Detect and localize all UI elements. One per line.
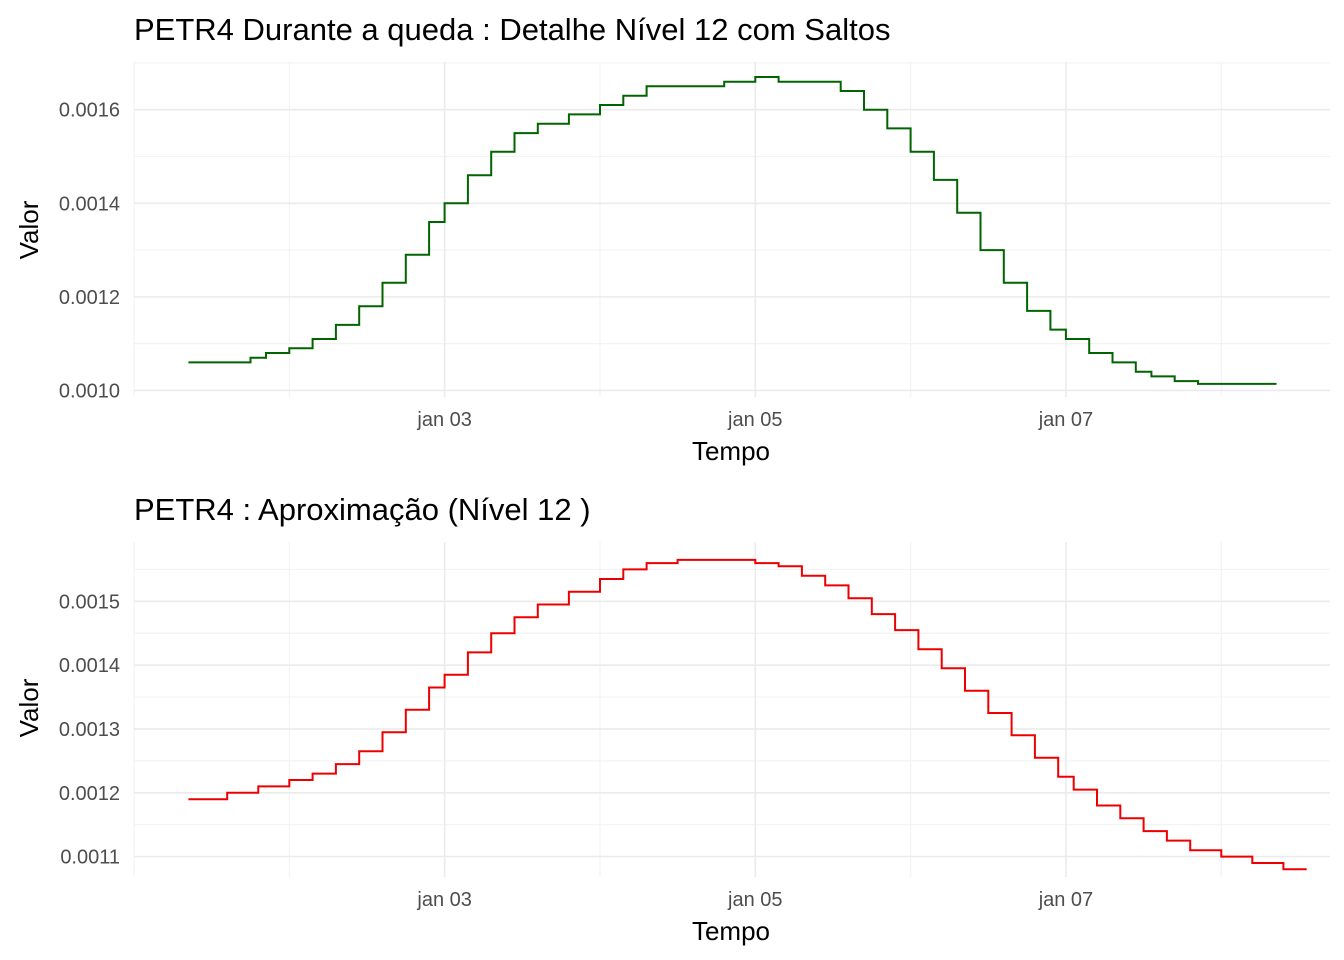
y-tick-label: 0.0014: [59, 193, 120, 215]
chart-panel-detalhe: PETR4 Durante a queda : Detalhe Nível 12…: [14, 12, 1330, 466]
grid-lines: [133, 542, 1330, 877]
x-tick-labels: jan 03 jan 05 jan 07: [416, 889, 1093, 911]
grid-lines: [133, 62, 1330, 397]
y-tick-label: 0.0011: [60, 847, 120, 869]
series-line: [188, 558, 1307, 871]
x-axis-label: Tempo: [692, 916, 770, 946]
y-tick-label: 0.0013: [59, 719, 120, 741]
y-tick-labels: 0.0010 0.0012 0.0014 0.0016: [59, 100, 120, 403]
x-axis-label: Tempo: [692, 436, 770, 466]
y-tick-label: 0.0014: [59, 655, 120, 677]
y-tick-label: 0.0016: [59, 100, 120, 122]
chart-panel-aproximacao: PETR4 : Aproximação (Nível 12 ) 0.00110.…: [14, 492, 1330, 946]
x-tick-label: jan 07: [1038, 409, 1094, 431]
chart-title: PETR4 : Aproximação (Nível 12 ): [134, 492, 591, 527]
x-tick-label: jan 07: [1038, 889, 1094, 911]
x-tick-labels: jan 03 jan 05 jan 07: [416, 409, 1093, 431]
y-tick-label: 0.0012: [59, 287, 120, 309]
y-tick-label: 0.0010: [59, 380, 120, 402]
series-lines: [188, 558, 1307, 871]
x-tick-label: jan 05: [727, 889, 783, 911]
y-tick-label: 0.0015: [59, 591, 120, 613]
y-axis-label: Valor: [14, 200, 44, 259]
y-tick-labels: 0.0011 0.0012 0.0013 0.0014 0.0015: [59, 591, 120, 868]
chart-title: PETR4 Durante a queda : Detalhe Nível 12…: [134, 12, 890, 47]
x-tick-label: jan 03: [416, 889, 472, 911]
y-axis-label: Valor: [14, 678, 44, 737]
y-tick-label: 0.0012: [59, 783, 120, 805]
series-line: [188, 76, 1277, 385]
x-tick-label: jan 03: [416, 409, 472, 431]
x-tick-label: jan 05: [727, 409, 783, 431]
series-lines: [188, 76, 1277, 385]
